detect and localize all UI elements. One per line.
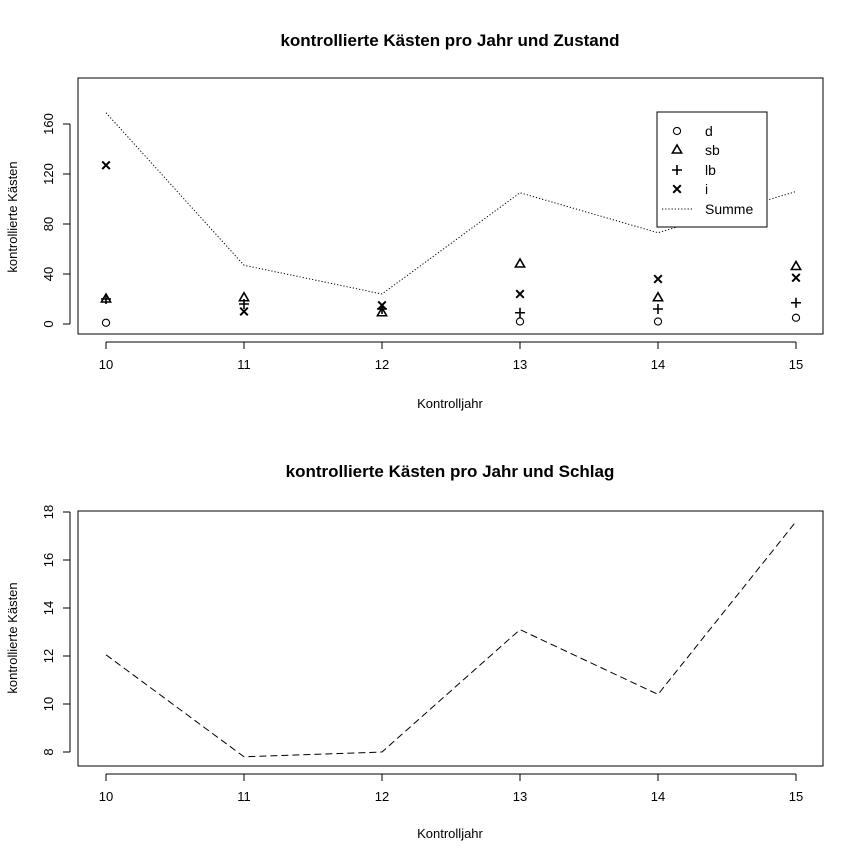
- y-axis-label: kontrollierte Kästen: [5, 161, 20, 272]
- y-tick-label: 80: [41, 217, 56, 231]
- point-i: [515, 289, 525, 299]
- point-lb: [101, 294, 111, 304]
- data-marks: [105, 521, 797, 758]
- plot-frame: [77, 77, 824, 335]
- legend-key-lb: [672, 165, 682, 175]
- point-d: [791, 313, 801, 322]
- x-axis-label: Kontrolljahr: [417, 826, 483, 841]
- axes: 10 11 12 13 14 15 0 40 80 120 160: [41, 113, 803, 372]
- y-axis-label: kontrollierte Kästen: [5, 582, 20, 693]
- x-tick-label: 15: [789, 789, 803, 804]
- y-tick-label: 16: [41, 553, 56, 567]
- point-sb: [652, 291, 664, 302]
- point-lb: [791, 297, 801, 308]
- point-i: [101, 160, 111, 170]
- y-tick-label: 18: [41, 505, 56, 519]
- legend-label: lb: [705, 162, 716, 178]
- point-lb: [239, 299, 249, 309]
- y-tick-label: 8: [41, 748, 56, 755]
- y-tick-label: 120: [41, 163, 56, 185]
- point-d: [653, 317, 663, 326]
- y-tick-label: 160: [41, 113, 56, 135]
- point-d: [515, 317, 525, 326]
- x-tick-label: 10: [99, 357, 113, 372]
- chart-title: kontrollierte Kästen pro Jahr und Schlag: [286, 462, 615, 481]
- chart-zustand: kontrollierte Kästen pro Jahr und Zustan…: [5, 31, 824, 411]
- x-tick-label: 14: [651, 789, 665, 804]
- point-i: [239, 306, 249, 317]
- chart-title: kontrollierte Kästen pro Jahr und Zustan…: [280, 31, 619, 50]
- y-tick-label: 14: [41, 601, 56, 615]
- x-tick-label: 10: [99, 789, 113, 804]
- point-i: [377, 300, 387, 310]
- legend-key-d: [672, 126, 682, 136]
- legend-key-i: [672, 184, 682, 194]
- y-tick-label: 12: [41, 649, 56, 663]
- chart-schlag: kontrollierte Kästen pro Jahr und Schlag…: [5, 462, 824, 841]
- point-sb: [790, 259, 802, 271]
- point-sb: [376, 306, 388, 317]
- x-tick-label: 14: [651, 357, 665, 372]
- legend-label: Summe: [705, 201, 753, 217]
- point-sb: [514, 257, 526, 268]
- x-tick-label: 12: [375, 357, 389, 372]
- point-lb: [653, 304, 663, 314]
- series-line: [105, 521, 797, 758]
- y-tick-label: 10: [41, 697, 56, 711]
- x-tick-label: 11: [237, 357, 251, 372]
- x-tick-label: 15: [789, 357, 803, 372]
- x-tick-label: 13: [513, 789, 527, 804]
- y-tick-label: 0: [41, 320, 56, 327]
- legend-label: d: [705, 123, 713, 139]
- legend-label: sb: [705, 142, 720, 158]
- point-lb: [515, 307, 525, 318]
- point-i: [791, 273, 801, 283]
- legend-key-sb: [671, 143, 683, 154]
- x-tick-label: 13: [513, 357, 527, 372]
- x-axis-label: Kontrolljahr: [417, 396, 483, 411]
- point-i: [653, 274, 663, 284]
- legend: d sb lb i Summe: [656, 111, 768, 228]
- y-tick-label: 40: [41, 267, 56, 281]
- x-tick-label: 11: [237, 789, 251, 804]
- axes: 10 11 12 13 14 15 8 10 12 14 16 18: [41, 505, 803, 804]
- plot-frame: [77, 510, 824, 767]
- x-tick-label: 12: [375, 789, 389, 804]
- point-d: [101, 318, 111, 327]
- legend-label: i: [705, 181, 708, 197]
